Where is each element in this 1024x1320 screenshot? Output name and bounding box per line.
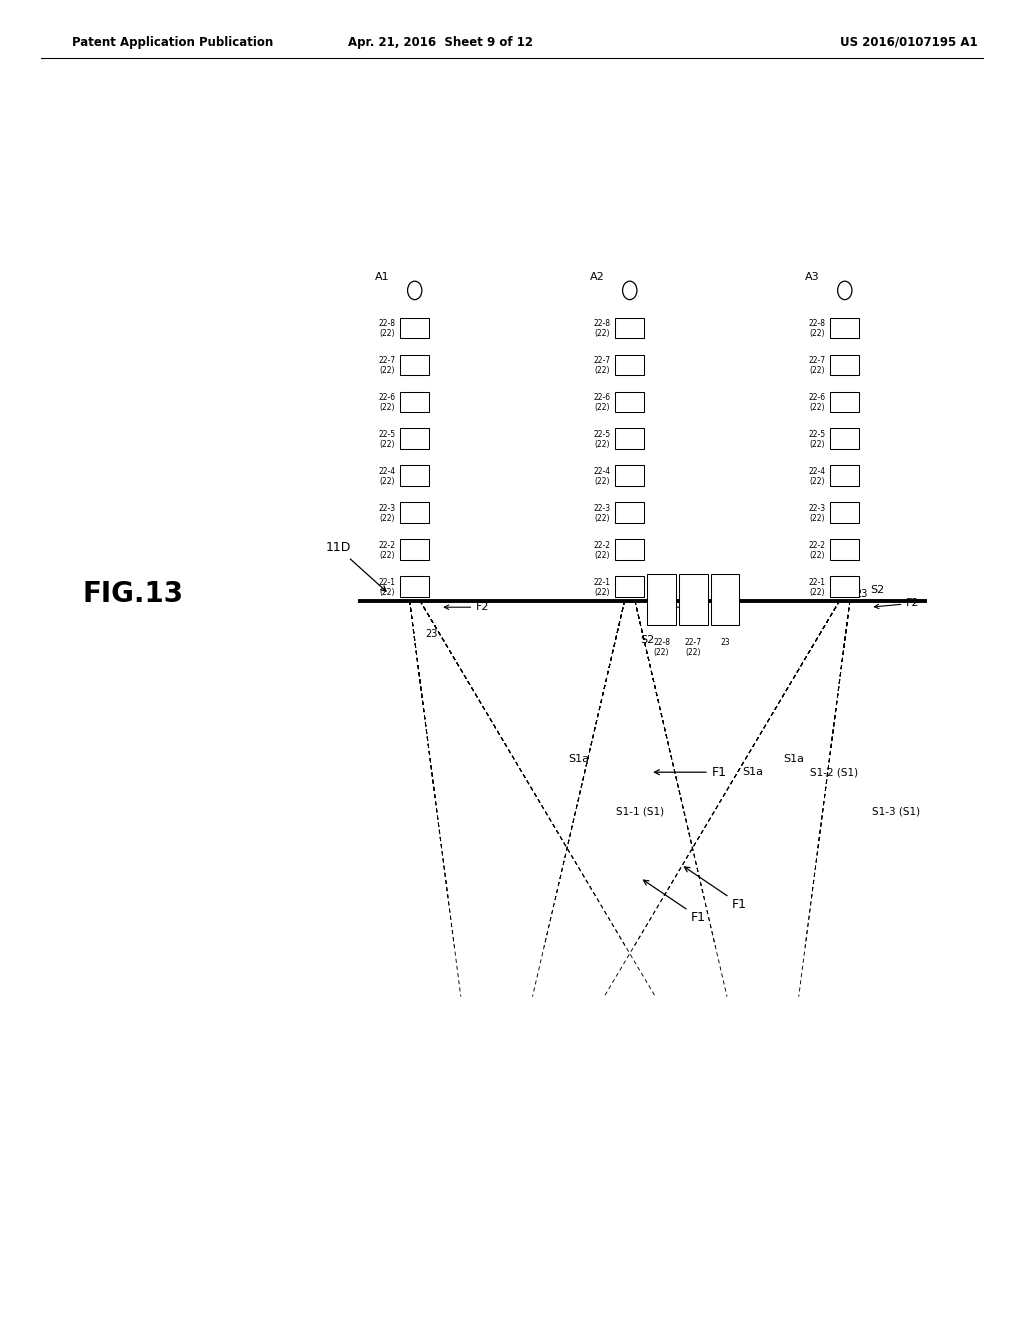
Text: 22-5
(22): 22-5 (22) — [378, 430, 395, 449]
Text: 22-5
(22): 22-5 (22) — [593, 430, 610, 449]
Bar — [830, 355, 859, 375]
Text: 23: 23 — [425, 628, 437, 639]
Text: 22-7
(22): 22-7 (22) — [808, 356, 825, 375]
Bar — [830, 429, 859, 449]
Text: 22-6
(22): 22-6 (22) — [378, 393, 395, 412]
Text: S1a: S1a — [742, 767, 763, 777]
Text: S1-2 (S1): S1-2 (S1) — [811, 767, 858, 777]
Bar — [400, 355, 429, 375]
Text: 22-8
(22): 22-8 (22) — [378, 319, 395, 338]
Bar — [615, 503, 644, 523]
Text: S2: S2 — [404, 589, 419, 599]
Text: A2: A2 — [590, 272, 604, 282]
Text: 22-8
(22): 22-8 (22) — [653, 638, 670, 657]
Text: 22-2
(22): 22-2 (22) — [378, 541, 395, 560]
Bar — [615, 355, 644, 375]
Text: 22-6
(22): 22-6 (22) — [808, 393, 825, 412]
Text: 22-5
(22): 22-5 (22) — [808, 430, 825, 449]
Text: S2: S2 — [870, 585, 885, 595]
Text: 11D: 11D — [326, 541, 386, 591]
Bar — [400, 466, 429, 486]
Text: A1: A1 — [375, 272, 389, 282]
Bar — [615, 466, 644, 486]
Text: F2: F2 — [874, 598, 920, 609]
Text: 23: 23 — [855, 589, 867, 599]
Bar — [615, 429, 644, 449]
Text: S2: S2 — [640, 635, 654, 645]
Bar — [830, 503, 859, 523]
Text: 22-3
(22): 22-3 (22) — [378, 504, 395, 523]
Bar — [400, 503, 429, 523]
Bar — [830, 577, 859, 597]
Bar — [400, 392, 429, 412]
Text: 22-8
(22): 22-8 (22) — [593, 319, 610, 338]
Text: S1-1 (S1): S1-1 (S1) — [616, 807, 664, 817]
Text: F1: F1 — [684, 867, 748, 911]
Text: US 2016/0107195 A1: US 2016/0107195 A1 — [840, 36, 977, 49]
Bar — [400, 540, 429, 560]
Text: 23: 23 — [720, 638, 730, 647]
Text: 22-1
(22): 22-1 (22) — [808, 578, 825, 597]
Text: 22-7
(22): 22-7 (22) — [593, 356, 610, 375]
Text: 22-7
(22): 22-7 (22) — [378, 356, 395, 375]
Text: S1a: S1a — [783, 754, 804, 764]
Text: 22-2
(22): 22-2 (22) — [808, 541, 825, 560]
Text: F1: F1 — [654, 766, 727, 779]
Text: 22-3
(22): 22-3 (22) — [593, 504, 610, 523]
Bar — [400, 429, 429, 449]
Text: Patent Application Publication: Patent Application Publication — [72, 36, 273, 49]
Text: Apr. 21, 2016  Sheet 9 of 12: Apr. 21, 2016 Sheet 9 of 12 — [348, 36, 532, 49]
Text: 22-1
(22): 22-1 (22) — [378, 578, 395, 597]
Bar — [711, 574, 739, 624]
Text: 22-7
(22): 22-7 (22) — [685, 638, 701, 657]
Text: 22-2
(22): 22-2 (22) — [593, 541, 610, 560]
Bar — [615, 392, 644, 412]
Text: 22-4
(22): 22-4 (22) — [593, 467, 610, 486]
Text: 22-3
(22): 22-3 (22) — [808, 504, 825, 523]
Text: 22-4
(22): 22-4 (22) — [378, 467, 395, 486]
Text: F1: F1 — [643, 880, 707, 924]
Text: A3: A3 — [805, 272, 819, 282]
Bar — [400, 318, 429, 338]
Bar — [615, 318, 644, 338]
Bar — [830, 392, 859, 412]
Bar — [615, 577, 644, 597]
Text: 22-6
(22): 22-6 (22) — [593, 393, 610, 412]
Text: FIG.13: FIG.13 — [83, 579, 183, 609]
Text: F2: F2 — [659, 602, 705, 612]
Bar — [679, 574, 708, 624]
Text: 22-8
(22): 22-8 (22) — [808, 319, 825, 338]
Text: S1-3 (S1): S1-3 (S1) — [872, 807, 920, 817]
Bar — [830, 318, 859, 338]
Text: 22-4
(22): 22-4 (22) — [808, 467, 825, 486]
Bar — [615, 540, 644, 560]
Text: 22-1
(22): 22-1 (22) — [593, 578, 610, 597]
Bar — [830, 466, 859, 486]
Bar — [400, 577, 429, 597]
Bar — [830, 540, 859, 560]
Text: S1a: S1a — [568, 754, 589, 764]
Text: F2: F2 — [444, 602, 489, 612]
Bar — [647, 574, 676, 624]
